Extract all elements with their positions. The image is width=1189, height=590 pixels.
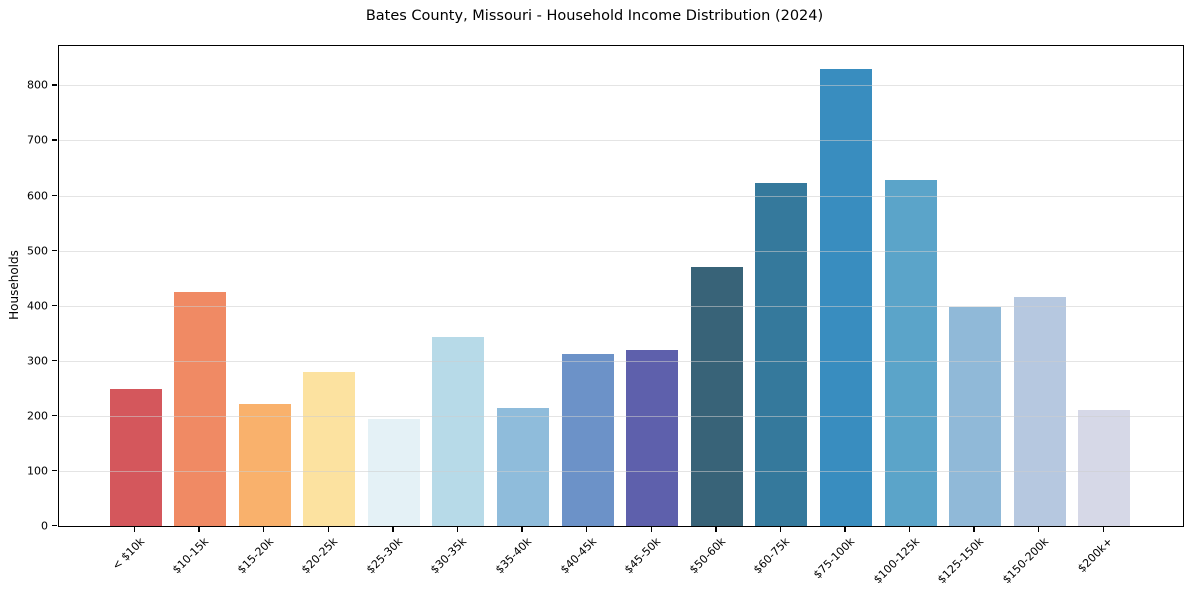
x-tick-mark xyxy=(973,526,975,532)
y-tick-label: 400 xyxy=(27,299,48,313)
x-tick-mark xyxy=(392,526,394,532)
bar-10k xyxy=(109,389,162,526)
x-tick-label: $20-25k xyxy=(299,535,341,577)
bar-35-40k xyxy=(497,408,550,526)
x-tick-label: $100-125k xyxy=(870,535,922,587)
x-tick-mark xyxy=(327,526,329,532)
x-tick-mark xyxy=(844,526,846,532)
y-tick-mark xyxy=(51,304,57,307)
y-tick-mark xyxy=(51,359,57,362)
x-tick-label: $150-200k xyxy=(999,535,1051,587)
x-tick-mark xyxy=(715,526,717,532)
gridline xyxy=(59,250,1183,252)
gridline xyxy=(59,305,1183,307)
gridline xyxy=(59,140,1183,142)
x-tick-mark xyxy=(908,526,911,532)
bar-200k xyxy=(1078,409,1131,526)
x-tick-label: $15-20k xyxy=(234,535,276,577)
x-tick-mark xyxy=(1102,526,1105,532)
y-tick-label: 600 xyxy=(27,189,48,203)
gridline xyxy=(59,470,1183,472)
x-tick-mark xyxy=(650,526,652,532)
x-tick-mark xyxy=(198,526,200,532)
x-tick-mark xyxy=(585,526,588,532)
bar-100-125k xyxy=(884,180,937,526)
y-tick-mark xyxy=(51,139,57,141)
x-tick-mark xyxy=(779,526,782,532)
x-tick-label: $60-75k xyxy=(751,535,793,577)
x-tick-label: $25-30k xyxy=(363,535,406,577)
y-tick-label: 500 xyxy=(27,244,48,258)
y-tick-mark xyxy=(51,469,57,472)
y-tick-label: 300 xyxy=(27,354,48,368)
x-tick-label: < $10k xyxy=(109,535,147,573)
x-tick-label: $10-15k xyxy=(170,535,212,577)
bar-20-25k xyxy=(303,371,356,526)
y-tick-mark xyxy=(51,525,57,527)
bar-60-75k xyxy=(755,183,808,526)
bar-75-100k xyxy=(819,68,872,526)
bar-45-50k xyxy=(626,349,679,526)
x-tick-label: $125-150k xyxy=(935,535,987,587)
y-tick-label: 200 xyxy=(27,409,48,423)
gridline xyxy=(59,195,1183,197)
bar-50-60k xyxy=(690,267,743,526)
y-tick-label: 100 xyxy=(27,464,48,478)
x-tick-label: $45-50k xyxy=(622,535,664,577)
y-tick-mark xyxy=(51,249,57,251)
bar-15-20k xyxy=(238,404,291,526)
x-tick-label: $40-45k xyxy=(557,535,599,577)
y-tick-label: 700 xyxy=(27,133,48,147)
bar-25-30k xyxy=(367,419,420,526)
gridline xyxy=(59,85,1183,87)
bar-10-15k xyxy=(174,292,227,526)
y-tick-label: 0 xyxy=(41,519,48,533)
y-tick-label: 800 xyxy=(27,78,48,92)
x-tick-mark xyxy=(133,526,136,532)
y-tick-mark xyxy=(51,84,57,86)
gridline xyxy=(59,415,1183,417)
y-tick-mark xyxy=(51,414,57,417)
x-tick-label: $50-60k xyxy=(686,535,728,577)
plot-area xyxy=(58,45,1184,527)
y-tick-mark xyxy=(51,194,57,196)
gridline xyxy=(59,360,1183,362)
bar-40-45k xyxy=(561,353,614,526)
x-tick-label: $75-100k xyxy=(810,535,858,582)
bar-150-200k xyxy=(1013,296,1066,526)
x-tick-label: $30-35k xyxy=(428,535,470,577)
x-tick-label: $35-40k xyxy=(492,535,535,577)
chart-title: Bates County, Missouri - Household Incom… xyxy=(365,8,824,24)
x-tick-mark xyxy=(456,526,459,532)
x-tick-mark xyxy=(262,526,265,532)
bar-30-35k xyxy=(432,337,485,526)
x-tick-label: $200k+ xyxy=(1075,535,1116,576)
x-tick-mark xyxy=(521,526,523,532)
x-tick-mark xyxy=(1038,526,1040,532)
